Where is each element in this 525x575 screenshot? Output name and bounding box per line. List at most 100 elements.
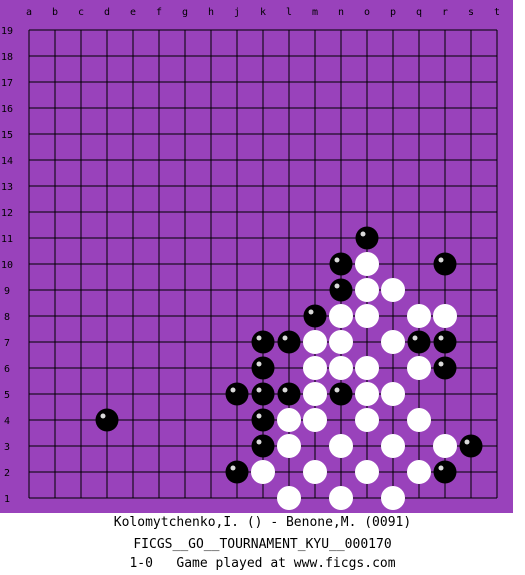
stone-highlight <box>438 257 444 263</box>
column-label: q <box>416 7 422 18</box>
row-label: 11 <box>1 234 13 245</box>
white-stone <box>355 278 379 302</box>
white-stone <box>251 460 275 484</box>
white-stone <box>355 460 379 484</box>
row-label: 5 <box>4 390 10 401</box>
black-stone <box>225 382 249 406</box>
column-label: a <box>26 7 32 18</box>
column-label: d <box>104 7 110 18</box>
stone-highlight <box>334 387 340 393</box>
go-board-panel: a b c d e f g h j k l m n o p q r s t 19 18 17 16 15 14 13 12 11 10 9… <box>0 0 513 513</box>
white-stone <box>303 330 327 354</box>
white-stone <box>277 486 301 510</box>
row-label: 13 <box>1 182 13 193</box>
white-stone <box>433 304 457 328</box>
column-label: l <box>286 7 292 18</box>
white-stone <box>355 408 379 432</box>
column-label: k <box>260 7 266 18</box>
white-stone <box>303 460 327 484</box>
column-label: t <box>494 7 500 18</box>
stone-highlight <box>100 413 106 419</box>
black-stone <box>251 434 275 458</box>
white-stone <box>355 304 379 328</box>
stone-highlight <box>412 335 418 341</box>
row-label: 15 <box>1 130 13 141</box>
black-stone <box>251 356 275 380</box>
row-label: 1 <box>4 494 10 505</box>
row-label: 8 <box>4 312 10 323</box>
black-stone <box>329 252 353 276</box>
stone-highlight <box>360 231 366 237</box>
white-stone <box>407 356 431 380</box>
stone-highlight <box>282 387 288 393</box>
row-label: 10 <box>1 260 13 271</box>
white-stone <box>381 486 405 510</box>
black-stone <box>303 304 327 328</box>
row-label: 12 <box>1 208 13 219</box>
black-stone <box>277 330 301 354</box>
stone-highlight <box>256 413 262 419</box>
white-stone <box>303 382 327 406</box>
stone-highlight <box>438 335 444 341</box>
black-stone <box>95 408 119 432</box>
white-stone <box>277 434 301 458</box>
black-stone <box>433 460 457 484</box>
black-stone <box>277 382 301 406</box>
stone-highlight <box>256 387 262 393</box>
white-stone <box>329 356 353 380</box>
black-stone <box>251 408 275 432</box>
column-label: h <box>208 7 214 18</box>
column-label: f <box>156 7 162 18</box>
row-label: 2 <box>4 468 10 479</box>
stone-highlight <box>334 257 340 263</box>
column-label: b <box>52 7 58 18</box>
players-caption: Kolomytchenko,I. () - Benone,M. (0091) <box>113 515 412 530</box>
row-label: 3 <box>4 442 10 453</box>
white-stone <box>407 460 431 484</box>
column-label: p <box>390 7 396 18</box>
row-label: 7 <box>4 338 10 349</box>
white-stone <box>381 330 405 354</box>
black-stone <box>251 382 275 406</box>
stone-highlight <box>438 361 444 367</box>
column-label: g <box>182 7 188 18</box>
white-stone <box>433 434 457 458</box>
black-stone <box>329 278 353 302</box>
black-stone <box>433 252 457 276</box>
white-stone <box>355 356 379 380</box>
stone-highlight <box>230 465 236 471</box>
black-stone <box>407 330 431 354</box>
white-stone <box>407 304 431 328</box>
white-stone <box>407 408 431 432</box>
stone-highlight <box>308 309 314 315</box>
white-stone <box>277 408 301 432</box>
column-label: j <box>234 7 240 18</box>
black-stone <box>459 434 483 458</box>
stone-highlight <box>464 439 470 445</box>
stone-highlight <box>256 361 262 367</box>
white-stone <box>329 304 353 328</box>
white-stone <box>329 486 353 510</box>
stone-highlight <box>256 335 262 341</box>
stone-highlight <box>256 439 262 445</box>
white-stone <box>381 278 405 302</box>
black-stone <box>433 356 457 380</box>
row-label: 16 <box>1 104 13 115</box>
white-stone <box>303 356 327 380</box>
column-label: m <box>312 7 318 18</box>
row-label: 6 <box>4 364 10 375</box>
white-stone <box>355 252 379 276</box>
column-label: s <box>468 7 474 18</box>
black-stone <box>329 382 353 406</box>
white-stone <box>303 408 327 432</box>
black-stone <box>355 226 379 250</box>
event-caption: FICGS__GO__TOURNAMENT_KYU__000170 <box>133 537 392 552</box>
column-label: e <box>130 7 136 18</box>
black-stone <box>251 330 275 354</box>
stone-highlight <box>230 387 236 393</box>
row-label: 14 <box>1 156 13 167</box>
row-label: 18 <box>1 52 13 63</box>
black-stone <box>225 460 249 484</box>
white-stone <box>355 382 379 406</box>
